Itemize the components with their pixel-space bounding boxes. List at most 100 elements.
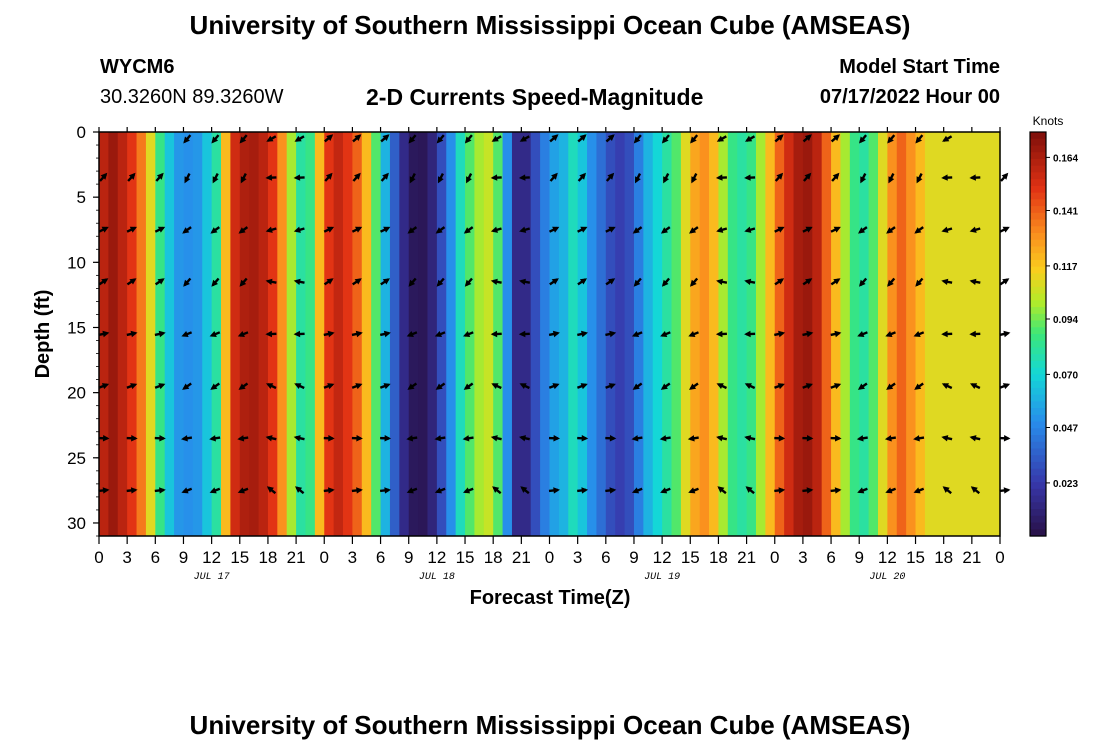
current-vector-arrow <box>859 134 868 144</box>
current-vector-arrow <box>519 135 530 142</box>
current-vector-arrow <box>969 226 981 233</box>
colorbar-segment <box>1030 502 1046 510</box>
current-vector-arrow <box>519 278 531 285</box>
date-label: JUL 18 <box>419 572 455 583</box>
heatmap-cell <box>643 132 654 536</box>
colorbar-segment <box>1030 354 1046 362</box>
current-vector-arrow <box>745 486 755 495</box>
current-vector-arrow <box>691 173 698 184</box>
current-vector-arrow <box>549 134 559 143</box>
current-vector-arrow <box>942 135 953 142</box>
current-vector-arrow <box>774 330 786 338</box>
current-vector-arrow <box>265 278 277 285</box>
current-vector-arrow <box>660 382 671 390</box>
current-vector-arrow <box>914 382 924 390</box>
current-vector-arrow <box>548 383 560 390</box>
current-vector-arrow <box>577 172 586 182</box>
current-vector-arrow <box>605 172 615 182</box>
heatmap-cell <box>587 132 598 536</box>
colorbar-segment <box>1030 327 1046 335</box>
axis-layer: 0 3 6 9 12 15 18 21 0 3 6 9 12 15 18 21 0 3 6 9 12 15 18 21 0 3 6 9… <box>67 123 1005 583</box>
current-vector-arrow <box>857 487 868 494</box>
heatmap-cell <box>502 132 513 536</box>
current-vector-arrow <box>323 435 335 442</box>
current-vector-arrow <box>717 486 727 495</box>
current-vector-arrow <box>660 226 671 234</box>
heatmap-cell <box>812 132 823 536</box>
current-vector-arrow <box>352 278 362 286</box>
station-coordinates: 30.3260N 89.3260W <box>100 86 284 108</box>
x-tick-label: 12 <box>878 548 897 567</box>
current-vector-arrow <box>463 226 474 234</box>
current-vector-arrow <box>295 486 305 495</box>
current-vector-arrow <box>663 173 670 184</box>
current-vector-arrow <box>238 382 249 390</box>
colorbar-tick-label: 0.023 <box>1053 479 1078 490</box>
heatmap-cell <box>868 132 879 536</box>
current-vector-arrow <box>884 435 896 442</box>
current-vector-arrow <box>98 226 109 233</box>
current-vector-arrow <box>941 226 953 233</box>
colorbar-segment <box>1030 394 1046 402</box>
current-vector-arrow <box>434 435 446 442</box>
footer-title: University of Southern Mississippi Ocean… <box>189 710 911 740</box>
current-vector-arrow <box>688 331 699 337</box>
current-vector-arrow <box>631 487 643 494</box>
heatmap-cell <box>671 132 682 536</box>
heatmap-cell <box>192 132 203 536</box>
current-vector-arrow <box>886 226 896 234</box>
heatmap-cell <box>680 132 691 536</box>
colorbar-segment <box>1030 206 1046 214</box>
current-vector-arrow <box>490 330 502 338</box>
x-tick-label: 6 <box>151 548 160 567</box>
current-vector-arrow <box>802 134 812 143</box>
page-title: University of Southern Mississippi Ocean… <box>189 10 911 40</box>
y-axis-label: Depth (ft) <box>32 290 54 379</box>
colorbar-segment <box>1030 293 1046 301</box>
current-vector-arrow <box>491 135 502 142</box>
current-vector-arrow <box>716 135 727 142</box>
current-vector-arrow <box>548 226 560 233</box>
heatmap-cell <box>849 132 860 536</box>
colorbar-segment <box>1030 192 1046 200</box>
current-vector-arrow <box>379 383 391 390</box>
colorbar-segment <box>1030 233 1046 241</box>
current-vector-arrow <box>126 330 138 338</box>
current-vector-arrow <box>98 330 110 338</box>
current-vector-arrow <box>210 226 221 234</box>
current-vector-arrow <box>436 134 445 144</box>
current-vector-arrow <box>802 330 814 338</box>
current-vector-arrow <box>293 278 305 285</box>
colorbar: 0.164 0.141 0.117 0.094 0.070 0.047 0.023 <box>1029 131 1078 537</box>
date-label: JUL 20 <box>869 572 905 583</box>
x-tick-label: 6 <box>826 548 835 567</box>
colorbar-segment <box>1030 340 1046 349</box>
current-vector-arrow <box>406 331 418 337</box>
current-vector-arrow <box>98 487 110 494</box>
current-vector-arrow <box>126 278 137 286</box>
current-vector-arrow <box>605 330 617 338</box>
x-tick-label: 0 <box>94 548 103 567</box>
colorbar-segment <box>1030 226 1046 234</box>
heatmap-cell <box>286 132 297 536</box>
current-vector-arrow <box>802 383 813 390</box>
current-vector-arrow <box>577 330 588 338</box>
current-vector-arrow <box>380 172 389 182</box>
colorbar-segment <box>1030 347 1046 355</box>
current-vector-arrow <box>1000 172 1009 182</box>
current-vector-arrow <box>857 331 868 337</box>
colorbar-segment <box>1030 219 1046 227</box>
current-vector-arrow <box>184 173 191 184</box>
current-vector-arrow <box>885 487 897 494</box>
current-vector-arrow <box>689 226 699 234</box>
current-vector-arrow <box>888 173 895 184</box>
current-vector-arrow <box>324 172 333 182</box>
x-tick-label: 21 <box>737 548 756 567</box>
current-vector-arrow <box>407 226 418 234</box>
current-vector-arrow <box>238 226 249 234</box>
current-vector-arrow <box>774 134 784 143</box>
current-vector-arrow <box>154 226 166 233</box>
current-vector-arrow <box>323 383 335 390</box>
current-vector-arrow <box>830 134 840 143</box>
current-vector-arrow <box>240 173 247 184</box>
